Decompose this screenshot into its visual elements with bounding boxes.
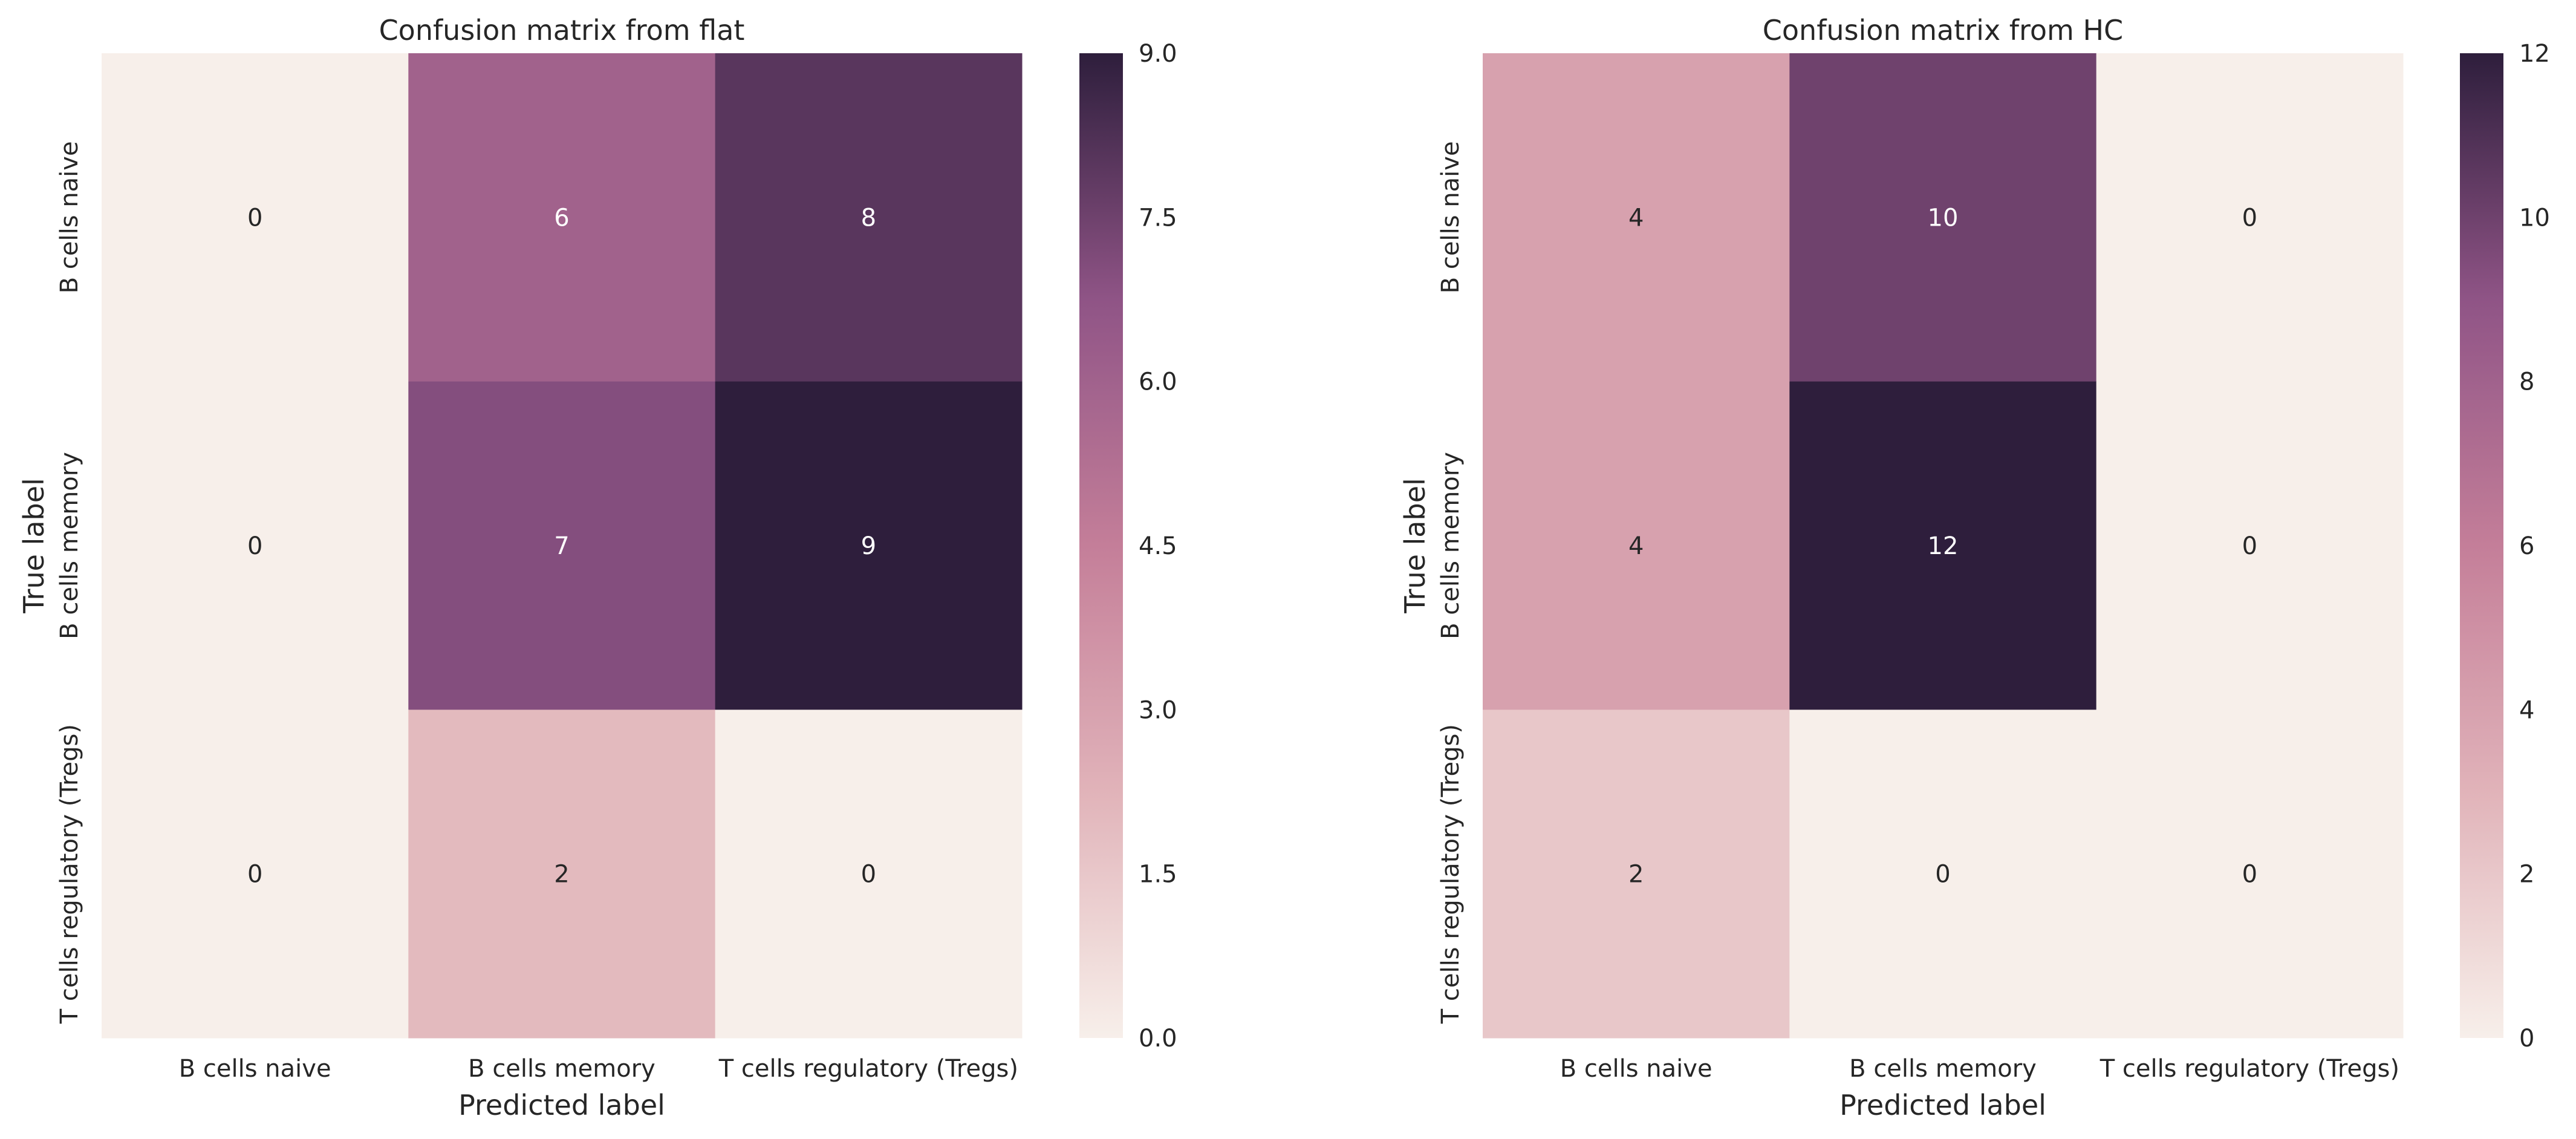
colorbar-tick-label: 8	[2519, 368, 2534, 396]
heatmap-cell	[1483, 381, 1790, 710]
y-axis-label: True label	[1399, 478, 1431, 614]
colorbar-tick-label: 12	[2519, 40, 2550, 68]
heatmap-cell	[1483, 710, 1790, 1039]
heatmap-cell	[715, 710, 1023, 1039]
heatmap-cell	[1483, 53, 1790, 382]
colorbar-tick-label: 9.0	[1139, 40, 1177, 68]
colorbar-tick-label: 4.5	[1139, 532, 1177, 560]
cell-value-label: 2	[554, 861, 569, 889]
cell-value-label: 6	[554, 204, 569, 232]
heatmap-cell	[1789, 53, 2097, 382]
colorbar-tick-label: 10	[2519, 204, 2550, 232]
heatmap-cell	[2096, 710, 2404, 1039]
y-tick-label: B cells memory	[56, 452, 83, 639]
cell-value-label: 0	[247, 532, 262, 560]
y-tick-label: T cells regulatory (Tregs)	[56, 724, 83, 1024]
x-tick-label: B cells memory	[1849, 1055, 2037, 1083]
cell-value-label: 0	[2242, 861, 2257, 889]
heatmap-cell	[2096, 381, 2404, 710]
colorbar-tick-label: 6	[2519, 532, 2534, 560]
heatmap-cell	[1789, 710, 2097, 1039]
heatmap-cell	[1789, 381, 2097, 710]
colorbar-tick-label: 2	[2519, 861, 2534, 889]
cell-value-label: 4	[1628, 204, 1644, 232]
cell-value-label: 0	[247, 204, 262, 232]
heatmap-panel-1: 0 6 8 0 7 9 0 2 0 Confusion matrix from flat B cel…	[18, 14, 1177, 1121]
y-tick-label: T cells regulatory (Tregs)	[1437, 724, 1465, 1024]
colorbar-tick-label: 4	[2519, 696, 2534, 724]
heatmap-panel-2: 4 10 0 4 12 0 2 0 0 Confusion matrix from HC B cel…	[1399, 14, 2550, 1121]
heatmap-cell	[715, 53, 1023, 382]
chart-title: Confusion matrix from HC	[1763, 14, 2123, 47]
colorbar-tick-label: 0	[2519, 1025, 2534, 1053]
colorbar-tick-label: 3.0	[1139, 696, 1177, 724]
y-tick-label: B cells naive	[1437, 141, 1465, 293]
x-tick-label: B cells memory	[468, 1055, 655, 1083]
cell-value-label: 0	[2242, 532, 2257, 560]
colorbar-tick-label: 6.0	[1139, 368, 1177, 396]
cell-value-label: 4	[1628, 532, 1644, 560]
x-tick-label: T cells regulatory (Tregs)	[718, 1055, 1018, 1083]
chart-title: Confusion matrix from flat	[379, 14, 745, 47]
heatmap-cell	[102, 710, 409, 1039]
colorbar-tick-label: 0.0	[1139, 1025, 1177, 1053]
x-axis-label: Predicted label	[1839, 1089, 2046, 1121]
colorbar-tick-label: 7.5	[1139, 204, 1177, 232]
colorbar	[1079, 53, 1123, 1038]
heatmap-cell	[2096, 53, 2404, 382]
cell-value-label: 0	[861, 861, 876, 889]
heatmap-cell	[102, 53, 409, 382]
cell-value-label: 0	[2242, 204, 2257, 232]
y-axis-label: True label	[18, 478, 50, 614]
cell-value-label: 10	[1928, 204, 1959, 232]
colorbar	[2460, 53, 2503, 1038]
heatmap-cell	[408, 710, 716, 1039]
cell-value-label: 0	[1935, 861, 1950, 889]
cell-value-label: 2	[1628, 861, 1644, 889]
x-tick-label: B cells naive	[1560, 1055, 1712, 1083]
cell-value-label: 12	[1928, 532, 1959, 560]
x-tick-label: B cells naive	[179, 1055, 331, 1083]
colorbar-tick-label: 1.5	[1139, 861, 1177, 889]
cell-value-label: 8	[861, 204, 876, 232]
x-tick-label: T cells regulatory (Tregs)	[2100, 1055, 2399, 1083]
heatmap-cell	[408, 381, 716, 710]
heatmap-cell	[715, 381, 1023, 710]
y-tick-label: B cells memory	[1437, 452, 1465, 639]
cell-value-label: 0	[247, 861, 262, 889]
heatmap-cell	[408, 53, 716, 382]
y-tick-label: B cells naive	[56, 141, 83, 293]
cell-value-label: 9	[861, 532, 876, 560]
heatmap-cell	[102, 381, 409, 710]
x-axis-label: Predicted label	[458, 1089, 665, 1121]
cell-value-label: 7	[554, 532, 569, 560]
